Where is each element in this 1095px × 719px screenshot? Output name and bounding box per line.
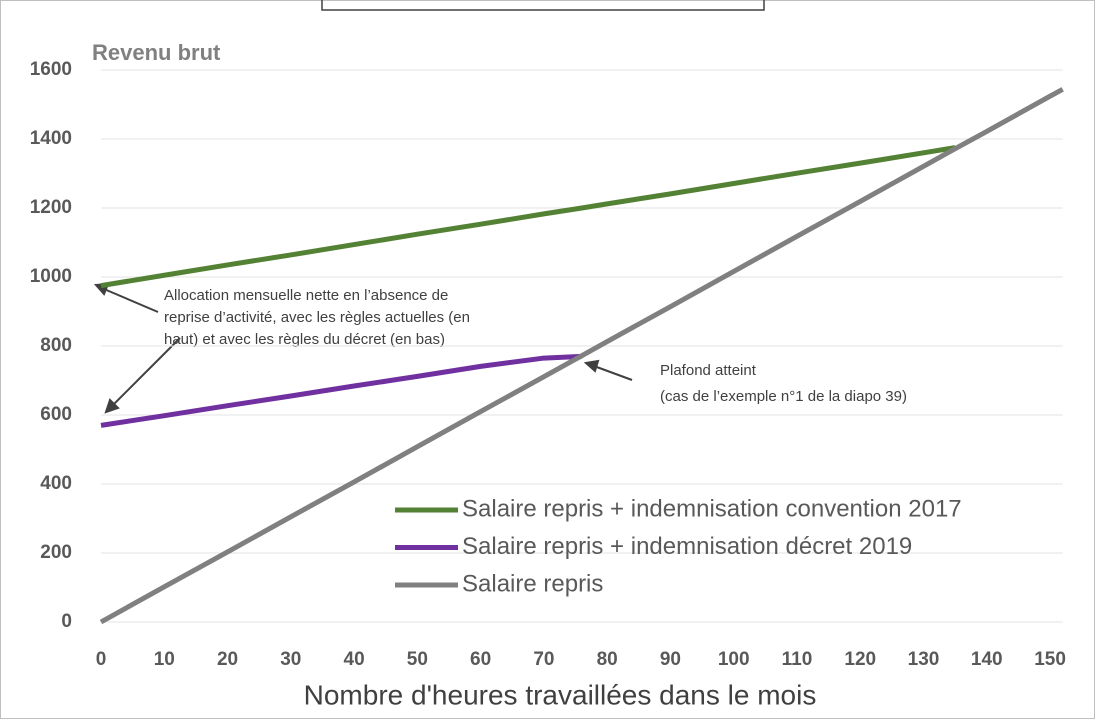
y-tick-label: 0 (61, 611, 72, 632)
arrow-head (583, 359, 600, 373)
lines (99, 87, 1064, 625)
x-axis-title: Nombre d'heures travaillées dans le mois (304, 679, 817, 710)
legend-label: Salaire repris + indemnisation décret 20… (462, 533, 912, 560)
annotation-text: haut) et avec les règles du décret (en b… (164, 331, 445, 348)
header-box (321, 0, 765, 11)
legend-label: Salaire repris + indemnisation conventio… (462, 495, 962, 522)
x-tick-label: 20 (217, 649, 238, 670)
x-tick-label: 10 (154, 649, 175, 670)
x-tick-label: 60 (470, 649, 491, 670)
series-line (100, 145, 956, 289)
x-tick-label: 40 (344, 649, 365, 670)
arrow (111, 337, 181, 407)
series-line (100, 353, 582, 428)
x-tick-label: 150 (1034, 649, 1066, 670)
annotation-text: (cas de l’exemple n°1 de la diapo 39) (660, 388, 907, 405)
x-tick-label: 140 (971, 649, 1003, 670)
x-tick-label: 90 (660, 649, 681, 670)
y-tick-label: 1000 (30, 266, 72, 287)
annotation-text: Allocation mensuelle nette en l’absence … (164, 287, 448, 304)
x-tick-label: 100 (718, 649, 750, 670)
y-tick-label: 400 (40, 473, 72, 494)
x-tick-label: 70 (533, 649, 554, 670)
y-tick-label: 1600 (30, 59, 72, 80)
y-tick-label: 1200 (30, 197, 72, 218)
x-tick-label: 120 (844, 649, 876, 670)
y-tick-label: 800 (40, 335, 72, 356)
y-tick-label: 1400 (30, 128, 72, 149)
annotations: Allocation mensuelle nette en l’absence … (164, 287, 907, 405)
y-tick-label: 200 (40, 542, 72, 563)
x-tick-label: 50 (407, 649, 428, 670)
x-tick-label: 0 (96, 649, 107, 670)
arrow (593, 365, 633, 381)
x-tick-label: 30 (280, 649, 301, 670)
x-tick-label: 130 (908, 649, 940, 670)
chart-title: Revenu brut (92, 40, 221, 65)
series-line (99, 87, 1064, 625)
x-tick-label: 80 (597, 649, 618, 670)
x-tick-label: 110 (782, 649, 813, 670)
arrow (103, 288, 159, 313)
annotation-text: reprise d’activité, avec les règles actu… (164, 309, 470, 326)
legend-label: Salaire repris (462, 570, 603, 597)
annotation-arrows (93, 282, 633, 414)
y-tick-label: 600 (40, 404, 72, 425)
annotation-text: Plafond atteint (660, 362, 757, 379)
arrow-head (104, 398, 120, 414)
